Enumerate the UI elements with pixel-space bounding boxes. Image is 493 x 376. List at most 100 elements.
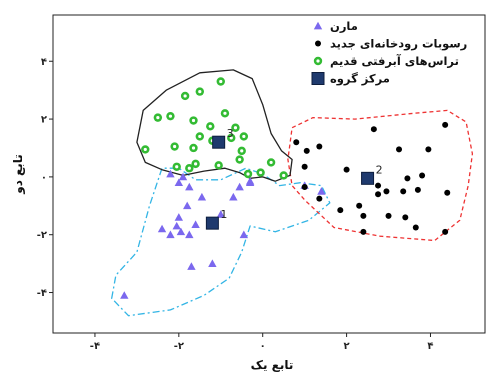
data-point: [189, 143, 198, 153]
group-centroid-marker: [361, 171, 375, 185]
data-point: [176, 227, 186, 236]
data-point: [189, 116, 198, 125]
data-point: [185, 230, 194, 239]
x-axis-title: تابع یک: [251, 358, 294, 372]
legend-marker: [311, 72, 325, 85]
data-point: [216, 210, 225, 218]
data-point: [316, 143, 323, 150]
data-point: [425, 146, 432, 153]
x-tick-label: ۴: [427, 341, 433, 352]
data-point: [178, 172, 188, 181]
data-point: [195, 87, 204, 96]
data-point: [195, 132, 204, 141]
data-point: [396, 146, 403, 153]
x-tick-label: ۰: [260, 341, 266, 352]
group-centroid-marker: [212, 135, 226, 149]
legend-marker: [313, 21, 323, 30]
data-point: [191, 220, 200, 228]
y-tick-label: ۴: [41, 57, 47, 68]
y-tick-label: -۲: [37, 230, 47, 241]
data-point: [442, 121, 449, 128]
data-point: [442, 228, 449, 235]
data-point: [183, 201, 192, 210]
data-point: [180, 91, 190, 101]
plot-frame: [52, 14, 486, 334]
legend-entry-label: تراس‌های آبرفتی قدیم: [330, 54, 459, 68]
data-point: [166, 230, 175, 239]
legend-entry-label: رسوبات رودخانه‌ای جدید: [330, 37, 467, 52]
data-point: [231, 123, 240, 132]
data-point: [208, 259, 217, 267]
cluster-enclosures: [111, 69, 474, 317]
data-point: [317, 187, 326, 195]
data-point: [214, 161, 223, 170]
data-point: [166, 111, 175, 121]
data-point: [360, 228, 367, 235]
data-point: [157, 224, 167, 233]
data-point: [370, 126, 377, 133]
enclosure-2: [287, 109, 474, 242]
data-point: [174, 213, 184, 221]
data-point: [303, 147, 310, 154]
enclosure-1: [111, 167, 331, 317]
data-point: [166, 169, 175, 178]
data-point: [237, 146, 246, 156]
data-point: [301, 163, 308, 170]
data-point: [239, 132, 249, 141]
data-point: [444, 189, 451, 196]
data-point: [174, 178, 184, 187]
data-point: [245, 178, 255, 187]
data-point: [141, 145, 150, 154]
legend-marker: [313, 56, 323, 66]
y-axis-title: تابع دو: [11, 154, 26, 195]
data-point: [414, 186, 421, 193]
data-point: [172, 162, 181, 171]
data-point: [375, 191, 382, 198]
data-point: [153, 113, 163, 122]
data-point: [172, 221, 181, 230]
data-point: [170, 142, 179, 151]
data-point: [256, 168, 265, 177]
data-point: [185, 164, 194, 173]
series-4: 1 2 3: [205, 127, 383, 230]
data-point: [316, 195, 323, 202]
y-tick-label: ۰: [41, 172, 47, 183]
data-point: [229, 192, 238, 201]
legend: مارن رسوبات رودخانه‌ای جدید تراس‌های آبرفت…: [311, 19, 467, 87]
enclosure-3: [136, 69, 293, 182]
data-points: 1 2 3: [120, 77, 451, 299]
data-point: [293, 139, 300, 146]
data-point: [412, 224, 419, 231]
data-point: [187, 262, 196, 270]
data-point: [337, 207, 344, 214]
series-1: [120, 169, 326, 299]
data-point: [220, 109, 230, 118]
centroid-label: 1: [220, 208, 227, 221]
data-point: [404, 175, 411, 182]
data-point: [243, 169, 253, 179]
data-point: [360, 212, 367, 219]
data-point: [216, 77, 225, 86]
data-point: [197, 192, 207, 201]
legend-entry-label: مرکز گروه: [330, 72, 390, 87]
centroid-label: 3: [227, 127, 234, 140]
legend-entry-label: مارن: [330, 19, 358, 33]
y-tick-label: ۲: [41, 115, 47, 126]
data-point: [375, 182, 382, 189]
x-tick-label: ۲: [344, 341, 350, 352]
data-point: [402, 214, 409, 221]
data-point: [191, 159, 200, 169]
data-point: [301, 184, 308, 191]
data-point: [419, 172, 426, 179]
y-tick-label: -۴: [37, 288, 47, 299]
data-point: [356, 202, 363, 209]
data-point: [227, 133, 236, 143]
data-point: [385, 212, 392, 219]
axis-ticks: -۴ -۲ ۰ ۲ ۴ -۴ -۲ ۰ ۲ ۴: [37, 57, 434, 352]
data-point: [120, 291, 129, 299]
data-point: [235, 182, 244, 191]
legend-marker: [315, 40, 321, 47]
x-tick-label: -۲: [174, 341, 184, 352]
data-point: [343, 166, 350, 173]
